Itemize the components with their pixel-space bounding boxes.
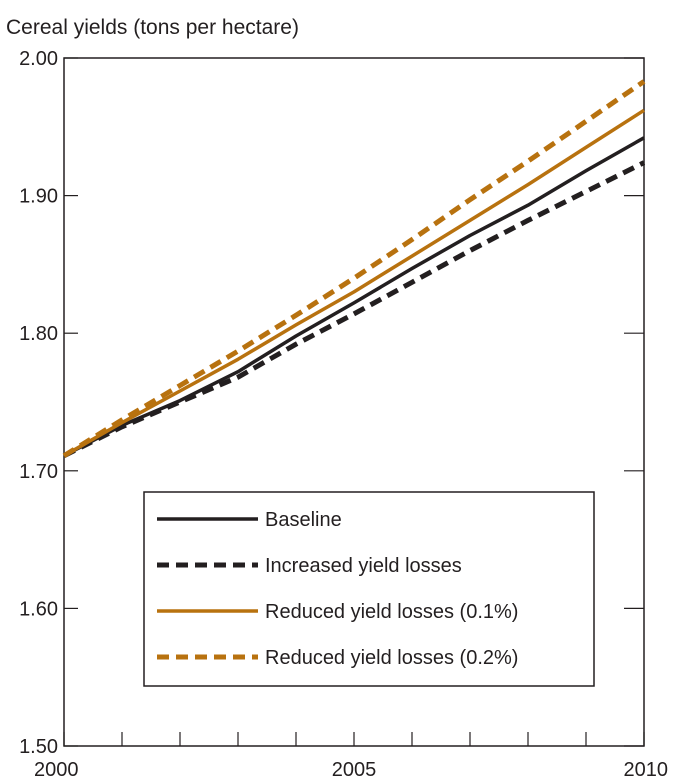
x-tick-label: 2010 (624, 759, 669, 781)
axis-tick-labels: 1.50 1.60 1.70 1.80 1.90 2.00 2000 2005 2010 (19, 48, 668, 781)
legend-label: Increased yield losses (265, 555, 462, 577)
series-line-1 (63, 136, 645, 458)
legend-label: Reduced yield losses (0.1%) (265, 601, 518, 623)
y-tick-label: 1.60 (19, 598, 58, 620)
y-tick-label: 1.70 (19, 461, 58, 483)
series-lines (62, 79, 646, 458)
series-line-3 (63, 108, 645, 458)
x-tick-label: 2000 (34, 759, 79, 781)
legend: Baseline Increased yield losses Reduced yi… (143, 491, 595, 687)
series-line-4 (62, 79, 646, 458)
legend-label: Reduced yield losses (0.2%) (265, 647, 518, 669)
legend-box (143, 491, 595, 687)
y-tick-label: 1.50 (19, 736, 58, 758)
y-tick-label: 2.00 (19, 48, 58, 70)
chart-title: Cereal yields (tons per hectare) (6, 16, 299, 39)
axis-ticks (63, 57, 645, 747)
legend-label: Baseline (265, 509, 342, 531)
y-tick-label: 1.90 (19, 186, 58, 208)
series-line-2 (62, 160, 646, 458)
x-tick-label: 2005 (332, 759, 377, 781)
y-tick-label: 1.80 (19, 323, 58, 345)
